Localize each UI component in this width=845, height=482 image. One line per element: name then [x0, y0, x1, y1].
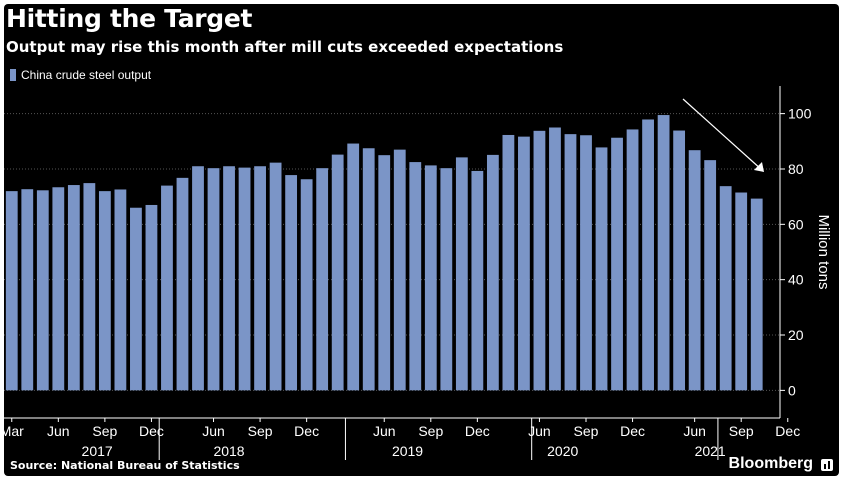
x-tick-label: Dec — [139, 423, 164, 439]
tick-labels: 0 20 40 60 80 100 Million tons Mar Jun Sep Dec Jun S… — [4, 106, 832, 459]
bar — [471, 170, 484, 391]
bar — [455, 157, 468, 391]
bar — [378, 155, 391, 391]
axes — [4, 86, 789, 460]
bar — [719, 186, 732, 391]
x-tick-label: Jun — [373, 423, 396, 439]
bar — [735, 192, 748, 391]
bar — [595, 147, 608, 391]
bar — [657, 115, 670, 391]
bar — [362, 148, 375, 391]
x-tick-label: Jun — [47, 423, 70, 439]
bar — [5, 191, 18, 391]
bar — [192, 166, 204, 391]
x-tick-label: Sep — [729, 423, 754, 439]
y-tick-label: 40 — [788, 272, 804, 288]
bar — [36, 190, 49, 391]
trend-arrow-head — [754, 162, 764, 172]
y-tick-label: 0 — [788, 382, 796, 398]
bar — [424, 165, 437, 391]
bars — [5, 115, 763, 391]
bar — [207, 168, 220, 391]
bar — [518, 136, 530, 391]
x-tick-label: Dec — [775, 423, 800, 439]
bar — [114, 189, 127, 391]
x-tick-label: Jun — [202, 423, 225, 439]
x-tick-label: Dec — [620, 423, 645, 439]
bar — [300, 179, 313, 391]
bar — [269, 162, 282, 391]
y-tick-label: 100 — [788, 106, 812, 122]
bar — [223, 166, 235, 391]
legend: China crude steel output — [10, 68, 151, 82]
bar — [533, 130, 546, 391]
bar — [254, 166, 266, 391]
bar — [130, 207, 142, 391]
bloomberg-chart-icon — [821, 459, 833, 471]
brand-logo-text: Bloomberg — [728, 455, 813, 472]
bar — [688, 150, 701, 391]
trend-arrow-line — [682, 98, 763, 171]
year-label: 2017 — [82, 443, 113, 459]
bar — [145, 204, 158, 391]
bar — [486, 154, 499, 391]
bar — [409, 162, 422, 391]
bar — [331, 154, 344, 391]
x-tick-label: Jun — [528, 423, 551, 439]
bar — [549, 127, 561, 391]
legend-label: China crude steel output — [21, 68, 152, 82]
bar — [347, 143, 360, 391]
bar — [626, 129, 639, 391]
year-label: 2018 — [213, 443, 244, 459]
legend-swatch — [10, 69, 16, 81]
bar — [98, 191, 111, 391]
chart-subtitle: Output may rise this month after mill cu… — [6, 38, 564, 56]
bar — [176, 177, 189, 391]
bar — [83, 183, 96, 391]
x-tick-label: Sep — [418, 423, 443, 439]
x-tick-label: Jun — [683, 423, 706, 439]
bar — [21, 189, 34, 391]
x-tick-label: Sep — [92, 423, 117, 439]
source-note: Source: National Bureau of Statistics — [10, 459, 240, 472]
bar — [161, 185, 173, 391]
y-axis-title: Million tons — [815, 214, 832, 289]
bar — [673, 130, 686, 391]
x-tick-label: Mar — [4, 423, 24, 439]
x-tick-label: Sep — [248, 423, 273, 439]
bar — [440, 168, 453, 391]
bar — [285, 175, 298, 391]
x-tick-label: Dec — [294, 423, 319, 439]
chart-frame: Hitting the Target Output may rise this … — [4, 4, 839, 476]
bar — [580, 135, 592, 391]
year-label: 2021 — [695, 443, 726, 459]
y-tick-label: 20 — [788, 327, 804, 343]
bar-chart: 0 20 40 60 80 100 Million tons Mar Jun Sep Dec Jun S… — [4, 86, 832, 460]
y-tick-label: 80 — [788, 161, 804, 177]
bar — [52, 187, 65, 391]
bar — [502, 134, 515, 391]
year-label: 2019 — [392, 443, 423, 459]
bar — [704, 160, 717, 391]
bar — [67, 185, 80, 391]
y-tick-label: 60 — [788, 216, 804, 232]
bar — [642, 119, 654, 391]
x-tick-label: Sep — [574, 423, 599, 439]
chart-title: Hitting the Target — [6, 4, 253, 33]
bar — [393, 149, 406, 391]
x-tick-label: Dec — [465, 423, 490, 439]
bar — [238, 167, 251, 391]
bar — [611, 137, 623, 391]
bar — [750, 198, 763, 391]
bar — [564, 134, 577, 391]
year-label: 2020 — [547, 443, 578, 459]
bar — [316, 168, 329, 391]
